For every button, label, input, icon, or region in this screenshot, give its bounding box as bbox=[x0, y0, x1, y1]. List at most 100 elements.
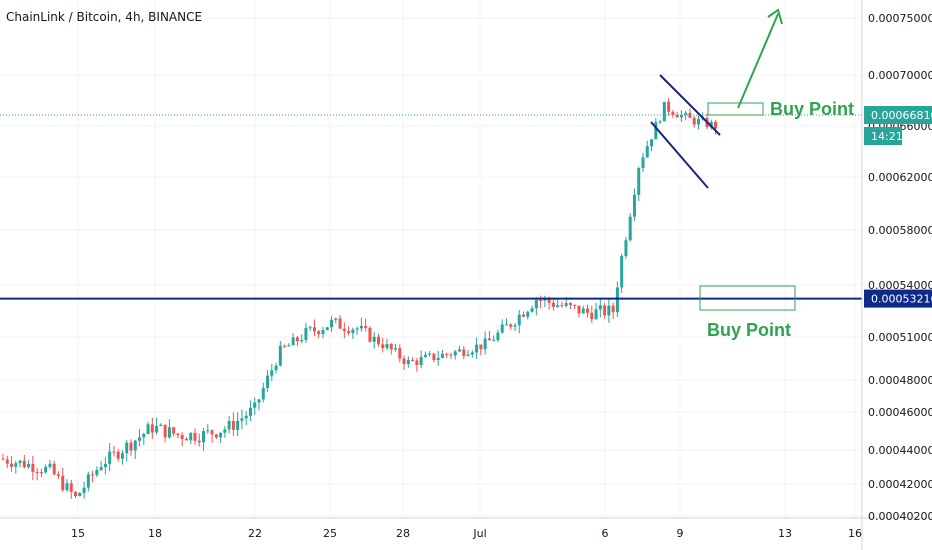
support-price-tag-text: 0.00053216 bbox=[871, 293, 932, 306]
candle-body bbox=[406, 360, 410, 365]
candle-body bbox=[372, 336, 376, 342]
candle-body bbox=[108, 451, 112, 464]
channel-lower-line bbox=[650, 121, 709, 189]
candlestick-series bbox=[1, 98, 718, 499]
candle-body bbox=[679, 114, 683, 118]
candle-body bbox=[231, 421, 235, 430]
candle-body bbox=[142, 434, 146, 438]
candle-body bbox=[428, 353, 432, 355]
candle-body bbox=[5, 459, 9, 464]
candle-body bbox=[594, 309, 598, 320]
candle-body bbox=[436, 357, 440, 361]
candle-body bbox=[355, 328, 359, 330]
chart-title: ChainLink / Bitcoin, 4h, BINANCE bbox=[6, 10, 203, 24]
candle-body bbox=[368, 327, 372, 342]
candle-body bbox=[334, 318, 338, 320]
countdown-tag bbox=[864, 127, 902, 145]
candle-body bbox=[44, 466, 48, 473]
current-price-tag bbox=[864, 106, 932, 124]
candle-body bbox=[227, 421, 231, 430]
candle-body bbox=[317, 331, 321, 335]
x-tick-label: 18 bbox=[148, 527, 162, 540]
candle-body bbox=[295, 337, 299, 342]
x-tick-label: 25 bbox=[323, 527, 337, 540]
candle-body bbox=[590, 312, 594, 320]
candle-body bbox=[180, 434, 184, 439]
candle-body bbox=[453, 351, 457, 356]
candle-body bbox=[496, 332, 500, 341]
candle-body bbox=[483, 338, 487, 350]
candle-body bbox=[206, 430, 210, 432]
candle-body bbox=[577, 305, 581, 314]
candle-body bbox=[432, 353, 436, 361]
y-tick-label: 0.00058000 bbox=[868, 224, 932, 237]
candle-body bbox=[253, 402, 257, 408]
buy-point-lower-label: Buy Point bbox=[707, 320, 791, 340]
candle-body bbox=[270, 370, 274, 376]
candle-body bbox=[112, 451, 116, 453]
candle-body bbox=[564, 303, 568, 306]
candle-body bbox=[398, 348, 402, 359]
candle-body bbox=[607, 305, 611, 316]
candle-body bbox=[530, 308, 534, 312]
y-tick-label: 0.00051000 bbox=[868, 331, 932, 344]
candle-body bbox=[445, 353, 449, 355]
candle-body bbox=[650, 139, 654, 147]
candle-body bbox=[364, 325, 368, 328]
candle-body bbox=[539, 300, 543, 302]
candle-body bbox=[654, 122, 658, 140]
candle-body bbox=[615, 287, 619, 313]
candle-body bbox=[402, 358, 406, 365]
grid-lines bbox=[0, 0, 862, 518]
candle-body bbox=[163, 424, 167, 438]
x-tick-label: 22 bbox=[248, 527, 262, 540]
candle-body bbox=[551, 302, 555, 307]
candle-body bbox=[568, 303, 572, 305]
candle-body bbox=[714, 121, 718, 129]
x-tick-label: 28 bbox=[396, 527, 410, 540]
y-tick-label: 0.00075000 bbox=[868, 12, 932, 25]
candle-body bbox=[645, 146, 649, 158]
candle-body bbox=[95, 469, 99, 475]
candle-body bbox=[522, 314, 526, 317]
x-tick-label: 9 bbox=[677, 527, 684, 540]
buy-point-upper-label: Buy Point bbox=[770, 99, 854, 119]
candle-body bbox=[10, 463, 14, 467]
candle-body bbox=[411, 360, 415, 362]
candle-body bbox=[184, 438, 188, 441]
candle-body bbox=[598, 305, 602, 310]
candle-body bbox=[325, 327, 329, 331]
buy-zone-lower bbox=[699, 285, 796, 311]
candle-body bbox=[74, 492, 78, 497]
y-tick-label: 0.00054000 bbox=[868, 279, 932, 292]
candle-body bbox=[189, 432, 193, 441]
candle-body bbox=[210, 430, 214, 435]
candle-body bbox=[257, 399, 261, 403]
candle-body bbox=[27, 463, 31, 468]
x-tick-label: 6 bbox=[602, 527, 609, 540]
candle-body bbox=[543, 298, 547, 301]
candle-body bbox=[1, 458, 5, 460]
y-tick-label: 0.00070000 bbox=[868, 69, 932, 82]
candle-body bbox=[223, 429, 227, 433]
candle-body bbox=[78, 493, 82, 497]
candle-body bbox=[330, 319, 334, 328]
candle-body bbox=[462, 349, 466, 356]
candle-body bbox=[487, 338, 491, 341]
y-tick-label: 0.00062000 bbox=[868, 171, 932, 184]
candle-body bbox=[18, 460, 22, 464]
candle-body bbox=[65, 483, 69, 490]
candle-body bbox=[637, 168, 641, 195]
candle-body bbox=[159, 424, 163, 427]
current-price-tag-text: 0.00066810 bbox=[871, 109, 932, 122]
x-tick-label: 15 bbox=[71, 527, 85, 540]
y-tick-label: 0.00040200 bbox=[868, 510, 932, 523]
candle-body bbox=[586, 308, 590, 313]
candle-body bbox=[632, 194, 636, 217]
candle-body bbox=[86, 474, 90, 488]
candle-body bbox=[449, 354, 453, 356]
candle-body bbox=[193, 432, 197, 441]
candle-body bbox=[99, 467, 103, 470]
